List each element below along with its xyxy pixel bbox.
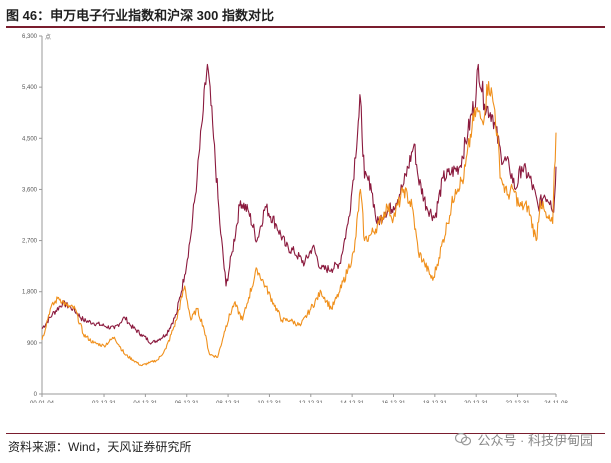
title-rule [6,26,605,28]
y-axis: 点 0 900 1,800 2,700 3,600 4,500 5,400 6,300 [22,33,51,398]
line-chart: 点 0 900 1,800 2,700 3,600 4,500 5,400 6,300 00-0… [22,33,568,403]
y-tick-label: 5,400 [22,85,38,91]
x-tick-label: 08-12-31 [216,401,241,403]
x-tick-label: 22-12-31 [506,401,531,403]
y-tick-label: 1,800 [22,290,38,296]
x-tick-label: 16-12-31 [381,401,406,403]
x-tick-label: 04-12-31 [133,401,158,403]
series-layer [41,63,557,367]
y-unit-label: 点 [45,33,51,41]
y-tick-label: 3,600 [22,187,38,193]
y-tick-label: 900 [27,341,38,347]
x-axis: 00-01-04 02-12-31 04-12-31 06-12-31 08-12-31… [30,393,568,403]
figure-title: 图 46：申万电子行业指数和沪深 300 指数对比 [6,8,274,23]
source-note: 资料来源：Wind，天风证券研究所 [8,440,192,454]
x-tick-label: 20-12-31 [464,401,489,403]
x-tick-label: 10-12-31 [257,401,282,403]
x-tick-label: 06-12-31 [175,401,200,403]
watermark: 公众号 · 科技伊甸园 [455,430,593,449]
wechat-icon [455,433,472,446]
x-tick-label: 18-12-31 [423,401,448,403]
y-tick-label: 0 [34,392,38,398]
x-tick-label: 12-12-31 [299,401,324,403]
x-tick-label: 02-12-31 [92,401,117,403]
y-tick-label: 4,500 [22,136,38,142]
y-tick-label: 2,700 [22,239,38,245]
x-tick-label: 00-01-04 [30,401,55,403]
series-line-hs300 [41,63,557,345]
series-line-sw-electronics [41,80,557,367]
x-tick-label: 14-12-31 [340,401,365,403]
x-tick-label: 24-11-08 [544,401,568,403]
watermark-text: 公众号 · 科技伊甸园 [477,433,593,448]
footer-rule [6,433,605,434]
y-tick-label: 6,300 [22,34,38,40]
